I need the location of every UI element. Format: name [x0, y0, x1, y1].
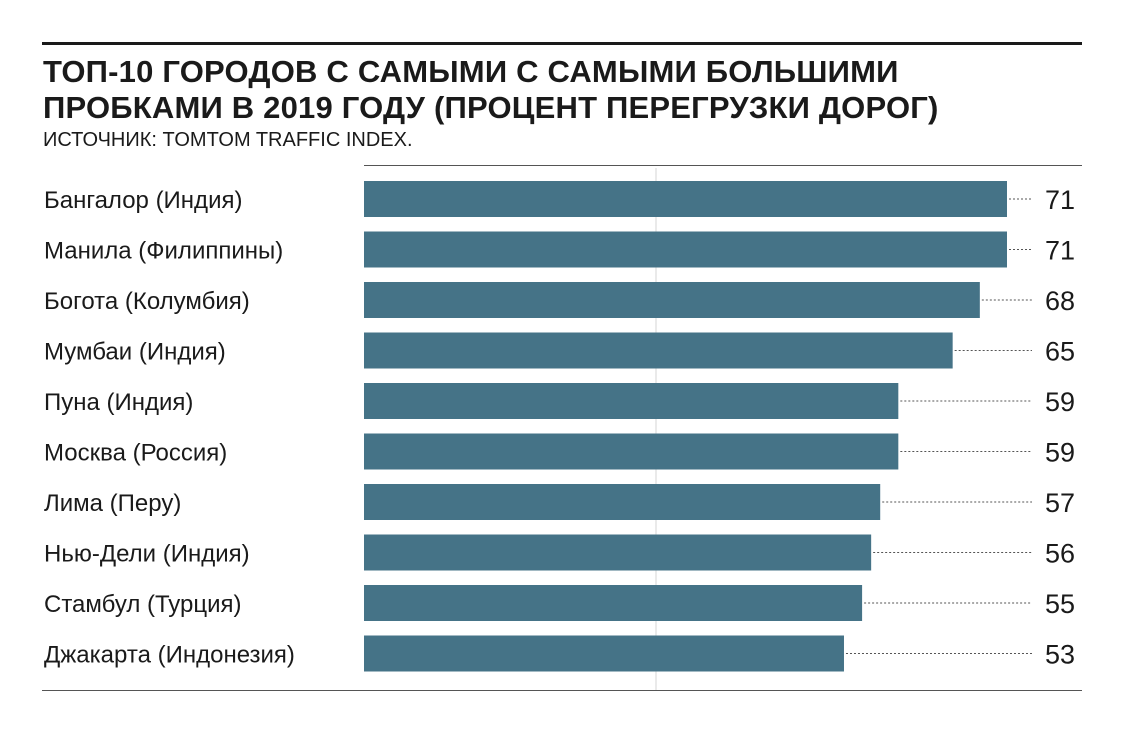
- bar: [364, 433, 899, 470]
- chart-title: ТОП-10 ГОРОДОВ С САМЫМИ С САМЫМИ БОЛЬШИМ…: [43, 54, 1083, 126]
- value-label: 71: [1045, 236, 1075, 266]
- value-label: 53: [1045, 640, 1075, 670]
- category-label: Стамбул (Турция): [44, 591, 242, 618]
- category-label: Мумбаи (Индия): [44, 339, 226, 366]
- bottom-rule: [42, 690, 1082, 691]
- bar: [364, 282, 980, 318]
- bar-row: Манила (Филиппины) 71: [44, 231, 1075, 268]
- category-label: Нью-Дели (Индия): [44, 541, 250, 568]
- bar-row: Лима (Перу) 57: [44, 484, 1075, 520]
- bar-row: Стамбул (Турция) 55: [44, 585, 1075, 621]
- chart-title-line-1: ТОП-10 ГОРОДОВ С САМЫМИ С САМЫМИ БОЛЬШИМ…: [43, 54, 899, 89]
- bar-row: Пуна (Индия) 59: [44, 383, 1075, 419]
- header-rule: [364, 165, 1082, 166]
- bars-layer: Бангалор (Индия) 71 Манила (Филиппины) 71 Бо…: [44, 181, 1075, 672]
- category-label: Бангалор (Индия): [44, 187, 242, 214]
- bar-row: Мумбаи (Индия) 65: [44, 332, 1075, 369]
- value-label: 59: [1045, 387, 1075, 417]
- bar-row: Нью-Дели (Индия) 56: [44, 534, 1075, 571]
- value-label: 59: [1045, 438, 1075, 468]
- category-label: Богота (Колумбия): [44, 288, 250, 315]
- value-label: 57: [1045, 488, 1075, 518]
- chart-source: ИСТОЧНИК: TOMTOM TRAFFIC INDEX.: [43, 129, 413, 151]
- bar: [364, 534, 872, 571]
- bar: [364, 181, 1007, 217]
- chart-title-line-2: ПРОБКАМИ В 2019 ГОДУ (ПРОЦЕНТ ПЕРЕГРУЗКИ…: [43, 90, 939, 125]
- bar-row: Богота (Колумбия) 68: [44, 282, 1075, 318]
- bar: [364, 383, 899, 419]
- value-label: 68: [1045, 286, 1075, 316]
- bar: [364, 332, 953, 369]
- value-label: 71: [1045, 185, 1075, 215]
- category-label: Москва (Россия): [44, 440, 227, 467]
- category-label: Джакарта (Индонезия): [44, 642, 295, 669]
- bar: [364, 231, 1007, 268]
- bar: [364, 585, 863, 621]
- category-label: Манила (Филиппины): [44, 238, 283, 265]
- bar-row: Бангалор (Индия) 71: [44, 181, 1075, 217]
- bar: [364, 635, 844, 672]
- value-label: 55: [1045, 589, 1075, 619]
- bar-row: Москва (Россия) 59: [44, 433, 1075, 470]
- bar-row: Джакарта (Индонезия) 53: [44, 635, 1075, 672]
- category-label: Пуна (Индия): [44, 389, 193, 416]
- top-rule: [42, 42, 1082, 45]
- value-label: 65: [1045, 337, 1075, 367]
- value-label: 56: [1045, 539, 1075, 569]
- bar: [364, 484, 881, 520]
- category-label: Лима (Перу): [44, 490, 181, 517]
